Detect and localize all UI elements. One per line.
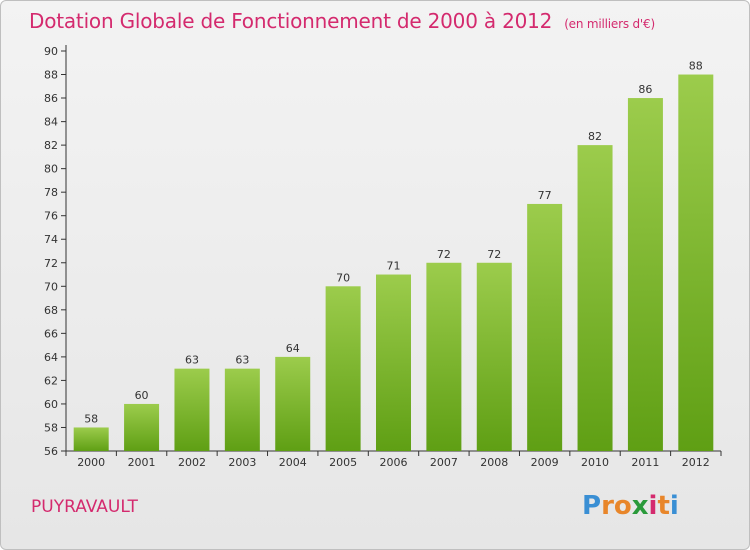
value-label-2005: 70 bbox=[336, 271, 350, 284]
y-tick-label: 68 bbox=[44, 304, 58, 317]
bar-2006 bbox=[376, 274, 411, 451]
x-tick-label-2012: 2012 bbox=[682, 456, 710, 469]
x-tick-label-2005: 2005 bbox=[329, 456, 357, 469]
unit-note: (en milliers d'€) bbox=[564, 17, 655, 31]
logo-letter: t bbox=[657, 491, 670, 521]
x-tick-label-2006: 2006 bbox=[380, 456, 408, 469]
y-tick-label: 86 bbox=[44, 92, 58, 105]
y-tick-label: 70 bbox=[44, 280, 58, 293]
y-tick-label: 66 bbox=[44, 327, 58, 340]
bar-2004 bbox=[275, 356, 311, 451]
bar-2002 bbox=[174, 368, 210, 451]
value-label-2008: 72 bbox=[487, 248, 501, 261]
y-tick-label: 64 bbox=[44, 351, 58, 364]
y-tick-label: 56 bbox=[44, 445, 58, 458]
x-tick-label-2009: 2009 bbox=[531, 456, 559, 469]
logo-letter: P bbox=[582, 491, 602, 521]
value-label-2002: 63 bbox=[185, 354, 199, 367]
bar-2011 bbox=[627, 98, 663, 451]
x-tick-label-2003: 2003 bbox=[228, 456, 256, 469]
logo-letter: i bbox=[648, 491, 658, 521]
commune-name: PUYRAVAULT bbox=[31, 497, 138, 517]
y-tick-label: 80 bbox=[44, 163, 58, 176]
y-tick-label: 62 bbox=[44, 374, 58, 387]
y-tick-label: 72 bbox=[44, 257, 58, 270]
bar-2012 bbox=[678, 74, 714, 451]
y-tick-label: 76 bbox=[44, 210, 58, 223]
x-tick-label-2010: 2010 bbox=[581, 456, 609, 469]
y-tick-label: 58 bbox=[44, 421, 58, 434]
bar-2003 bbox=[224, 368, 260, 451]
x-tick-label-2004: 2004 bbox=[279, 456, 307, 469]
value-label-2012: 88 bbox=[689, 60, 703, 73]
value-label-2003: 63 bbox=[235, 354, 249, 367]
logo-letter: i bbox=[669, 491, 679, 521]
bar-2001 bbox=[124, 403, 160, 451]
x-tick-label-2011: 2011 bbox=[631, 456, 659, 469]
value-label-2011: 86 bbox=[638, 83, 652, 96]
y-tick-label: 78 bbox=[44, 186, 58, 199]
bar-2008 bbox=[476, 262, 512, 451]
value-label-2000: 58 bbox=[84, 412, 98, 425]
bar-2009 bbox=[527, 203, 563, 451]
chart-axes: 56 58 60 62 64 66 68 70 72 74 76 78 80 82 84 86 88 90 bbox=[44, 45, 722, 458]
logo-letter: r bbox=[601, 491, 614, 521]
proxiti-logo: Proxiti bbox=[582, 491, 679, 521]
chart-title-text: Dotation Globale de Fonctionnement de 20… bbox=[29, 9, 553, 33]
chart-labels: 58 2000 60 2001 63 2002 63 2003 64 2004 70 2005 71 20… bbox=[77, 60, 710, 469]
value-label-2001: 60 bbox=[135, 389, 149, 402]
value-label-2007: 72 bbox=[437, 248, 451, 261]
bar-2007 bbox=[426, 262, 462, 451]
value-label-2010: 82 bbox=[588, 130, 602, 143]
value-label-2009: 77 bbox=[538, 189, 552, 202]
x-tick-label-2001: 2001 bbox=[128, 456, 156, 469]
chart-title: Dotation Globale de Fonctionnement de 20… bbox=[29, 9, 655, 33]
x-tick-label-2008: 2008 bbox=[480, 456, 508, 469]
y-tick-label: 82 bbox=[44, 139, 58, 152]
y-tick-label: 84 bbox=[44, 116, 58, 129]
chart-bars bbox=[73, 74, 714, 451]
x-tick-label-2000: 2000 bbox=[77, 456, 105, 469]
x-tick-label-2007: 2007 bbox=[430, 456, 458, 469]
logo-letter: x bbox=[631, 491, 649, 521]
logo-letter: o bbox=[613, 491, 632, 521]
y-tick-label: 74 bbox=[44, 233, 58, 246]
value-label-2006: 71 bbox=[387, 260, 401, 273]
y-tick-label: 90 bbox=[44, 45, 58, 58]
x-tick-label-2002: 2002 bbox=[178, 456, 206, 469]
y-tick-label: 60 bbox=[44, 398, 58, 411]
y-tick-label: 88 bbox=[44, 69, 58, 82]
bar-2005 bbox=[325, 286, 361, 451]
bar-2010 bbox=[577, 145, 613, 451]
bar-2000 bbox=[73, 427, 109, 451]
value-label-2004: 64 bbox=[286, 342, 300, 355]
